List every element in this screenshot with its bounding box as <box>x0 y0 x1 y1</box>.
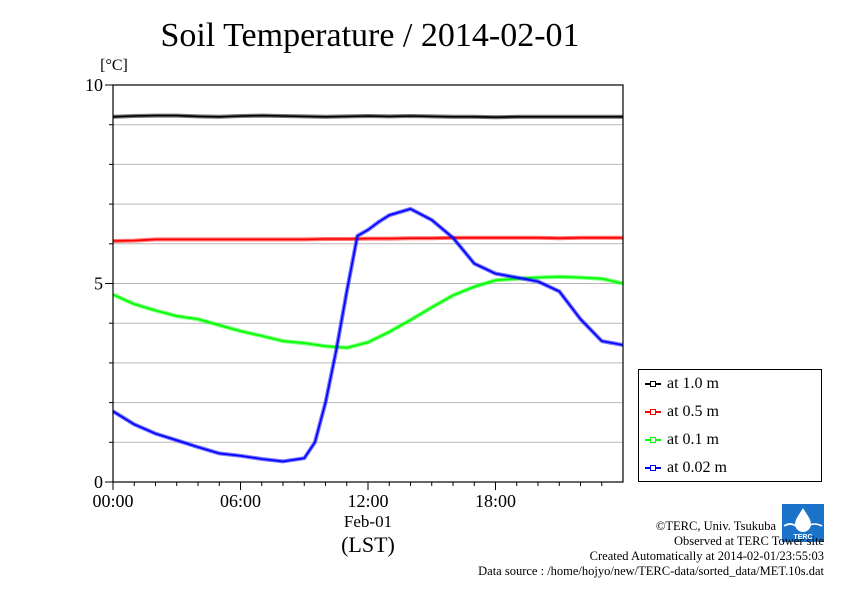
copyright-text: ©TERC, Univ. Tsukuba <box>655 519 776 533</box>
y-tick-label: 10 <box>85 75 103 95</box>
credits: ©TERC, Univ. Tsukuba Observed at TERC To… <box>478 519 824 579</box>
data-source-text: Data source : /home/hojyo/new/TERC-data/… <box>478 564 824 578</box>
series-line <box>112 237 623 242</box>
chart-title: Soil Temperature / 2014-02-01 <box>160 17 579 54</box>
legend-item: at 1.0 m <box>645 374 719 394</box>
x-tick-label: 18:00 <box>475 491 516 511</box>
legend-item: at 0.5 m <box>645 402 719 422</box>
x-tick-label: 12:00 <box>347 491 388 511</box>
legend-label: at 1.0 m <box>667 375 719 392</box>
created-text: Created Automatically at 2014-02-01/23:5… <box>589 549 824 563</box>
series-lines <box>111 113 624 464</box>
grid-lines <box>113 124 623 443</box>
legend-swatch <box>645 437 661 443</box>
y-tick-label: 0 <box>94 472 103 492</box>
series-line <box>112 275 624 349</box>
legend-swatch <box>645 381 661 387</box>
legend-label: at 0.1 m <box>667 431 719 448</box>
legend-label: at 0.02 m <box>667 459 727 476</box>
observed-text: Observed at TERC Tower site <box>673 534 824 548</box>
legend-item: at 0.1 m <box>645 430 719 450</box>
legend-swatch <box>645 409 661 415</box>
series-line <box>112 114 623 118</box>
x-tick-label: 00:00 <box>92 491 133 511</box>
y-axis-unit-label: [°C] <box>100 57 128 74</box>
legend-label: at 0.5 m <box>667 403 719 420</box>
series-line <box>112 208 624 463</box>
y-tick-label: 5 <box>94 274 103 294</box>
axis-ticks: 00:00 06:00 12:00 18:00 0 5 10 <box>85 75 603 511</box>
terc-logo-icon: TERC <box>782 504 824 542</box>
legend-item: at 0.02 m <box>645 458 727 478</box>
x-tick-label: 06:00 <box>220 491 261 511</box>
series-line-halo <box>111 206 624 464</box>
x-axis-label: (LST) <box>341 532 395 557</box>
logo-text: TERC <box>793 534 812 541</box>
legend: at 1.0 m at 0.5 m at 0.1 m at 0.02 m <box>638 369 822 482</box>
legend-swatch <box>645 465 661 471</box>
x-axis-date-label: Feb-01 <box>344 512 392 531</box>
